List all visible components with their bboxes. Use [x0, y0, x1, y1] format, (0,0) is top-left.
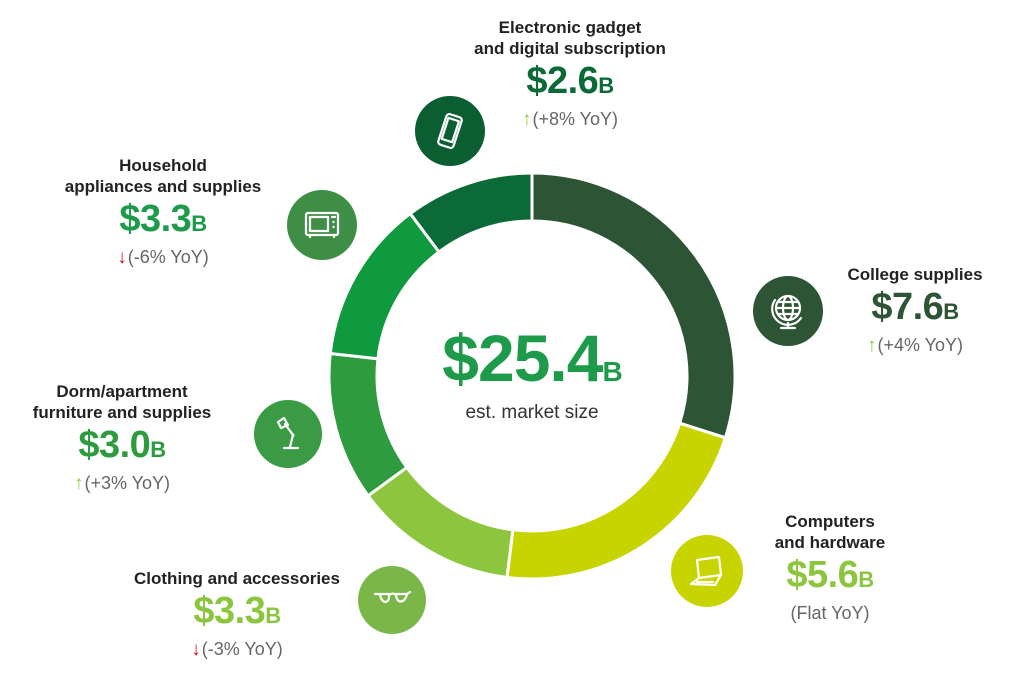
category-label-5: Electronic gadget and digital subscriptio…	[442, 17, 698, 131]
category-value: $5.6B	[786, 554, 874, 596]
donut-slice-5	[408, 171, 534, 255]
category-title: Household appliances and supplies	[64, 156, 262, 196]
category-yoy: ↑(+4% YoY)	[866, 335, 964, 356]
arrow-up-icon: ↑	[73, 473, 84, 494]
category-value: $3.3B	[193, 590, 281, 632]
arrow-down-icon: ↓	[191, 639, 201, 660]
category-yoy: ↑(+3% YoY)	[73, 473, 171, 494]
laptop-icon	[671, 535, 743, 607]
category-label-4: Household appliances and supplies $3.3B ↓(-…	[28, 155, 298, 269]
donut-slice-2	[365, 465, 515, 580]
smartphone-icon	[415, 96, 485, 166]
category-value: $3.3B	[119, 198, 207, 240]
total-market-label: est. market size	[465, 402, 599, 423]
total-market-value: $25.4B	[442, 321, 622, 395]
arrow-down-icon: ↓	[117, 247, 127, 268]
glasses-icon	[358, 566, 426, 634]
category-yoy: ↓(-6% YoY)	[117, 247, 209, 268]
category-title: Clothing and accessories	[134, 569, 340, 588]
microwave-icon	[287, 190, 357, 260]
category-value: $7.6B	[871, 286, 959, 328]
category-yoy: ↑(+8% YoY)	[521, 109, 619, 130]
category-yoy: ↓(-3% YoY)	[191, 639, 283, 660]
globe-icon	[753, 276, 823, 346]
category-label-0: College supplies $7.6B ↑(+4% YoY)	[830, 264, 1000, 357]
category-title: Dorm/apartment furniture and supplies	[32, 382, 212, 422]
category-title: College supplies	[847, 265, 983, 284]
category-yoy: (Flat YoY)	[790, 603, 870, 623]
arrow-up-icon: ↑	[521, 109, 532, 130]
category-label-2: Clothing and accessories $3.3B ↓(-3% YoY)	[112, 568, 362, 661]
category-label-1: Computers and hardware $5.6B (Flat YoY)	[735, 511, 925, 624]
donut-slice-0	[530, 171, 737, 440]
category-title: Electronic gadget and digital subscriptio…	[474, 18, 666, 58]
category-title: Computers and hardware	[774, 512, 886, 552]
lamp-icon	[254, 400, 322, 468]
category-value: $3.0B	[78, 424, 166, 466]
category-label-3: Dorm/apartment furniture and supplies $3.0…	[12, 381, 232, 495]
arrow-up-icon: ↑	[866, 335, 877, 356]
category-value: $2.6B	[526, 60, 614, 102]
